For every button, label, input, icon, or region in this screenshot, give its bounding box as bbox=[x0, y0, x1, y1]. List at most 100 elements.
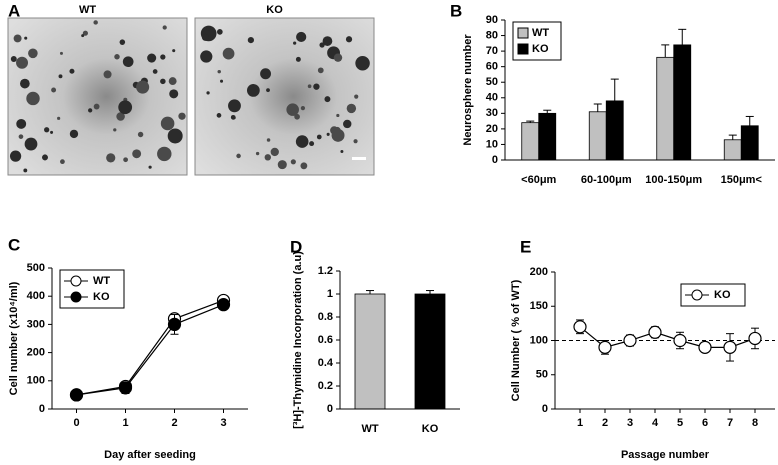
neurosphere bbox=[93, 103, 100, 110]
y-tick-label: 0 bbox=[39, 403, 45, 415]
x-tick-label: 1 bbox=[122, 417, 128, 429]
marker bbox=[598, 340, 612, 354]
neurosphere bbox=[16, 118, 27, 129]
neurosphere bbox=[266, 88, 270, 93]
micrograph bbox=[194, 17, 375, 176]
neurosphere bbox=[58, 74, 63, 79]
y-tick-label: 0.2 bbox=[318, 380, 333, 392]
y-tick-label: 90 bbox=[486, 14, 498, 26]
bar bbox=[656, 56, 675, 161]
x-tick-label: 3 bbox=[627, 417, 633, 429]
neurosphere bbox=[157, 146, 172, 162]
neurosphere bbox=[319, 42, 325, 48]
neurosphere bbox=[300, 106, 306, 111]
x-tick-label: KO bbox=[422, 423, 439, 435]
neurosphere bbox=[295, 56, 301, 62]
y-axis-label: [³H]-Thymidine Incorporation (a.u) bbox=[292, 251, 304, 429]
y-tick-label: 1 bbox=[327, 288, 333, 300]
y-tick-label: 500 bbox=[27, 262, 45, 274]
marker bbox=[118, 381, 133, 395]
y-tick-label: 30 bbox=[486, 107, 498, 119]
marker bbox=[623, 333, 637, 348]
legend-marker bbox=[691, 289, 703, 301]
neurosphere bbox=[313, 83, 320, 90]
neurosphere bbox=[178, 112, 186, 120]
neurosphere bbox=[169, 89, 179, 99]
neurosphere bbox=[333, 53, 343, 62]
marker bbox=[648, 325, 662, 339]
neurosphere bbox=[69, 129, 79, 139]
y-tick-label: 200 bbox=[530, 266, 548, 278]
x-tick-label: 150μm< bbox=[721, 174, 762, 186]
neurosphere bbox=[160, 54, 166, 60]
neurosphere bbox=[26, 91, 40, 106]
neurosphere bbox=[201, 33, 209, 41]
image-label: KO bbox=[266, 4, 283, 16]
neurosphere bbox=[132, 149, 142, 159]
neurosphere bbox=[200, 50, 213, 63]
x-tick-label: 6 bbox=[702, 417, 708, 429]
neurosphere bbox=[264, 154, 272, 161]
neurosphere bbox=[286, 103, 299, 116]
neurosphere bbox=[322, 36, 333, 46]
series-line bbox=[76, 299, 224, 396]
neurosphere bbox=[106, 153, 116, 163]
y-tick-label: 10 bbox=[486, 138, 498, 150]
y-tick-label: 150 bbox=[530, 300, 548, 312]
marker bbox=[673, 333, 687, 348]
y-tick-label: 0 bbox=[492, 154, 498, 166]
neurosphere bbox=[266, 138, 271, 142]
bar bbox=[588, 111, 607, 161]
x-tick-label: 2 bbox=[171, 417, 177, 429]
neurosphere bbox=[260, 68, 272, 80]
neurosphere bbox=[217, 29, 223, 35]
marker bbox=[69, 388, 84, 402]
neurosphere bbox=[10, 56, 17, 62]
neurosphere bbox=[13, 34, 22, 43]
y-tick-label: 0.4 bbox=[318, 357, 334, 369]
legend-marker bbox=[70, 275, 82, 287]
neurosphere bbox=[309, 141, 315, 147]
neurosphere bbox=[16, 56, 29, 69]
neurosphere bbox=[152, 69, 158, 74]
panel-label: A bbox=[8, 1, 20, 20]
neurosphere bbox=[295, 135, 309, 148]
bar bbox=[538, 112, 557, 161]
panel-label: D bbox=[290, 237, 302, 256]
legend-box bbox=[59, 269, 125, 309]
neurosphere bbox=[59, 51, 63, 55]
marker bbox=[216, 298, 231, 312]
neurosphere bbox=[232, 116, 236, 120]
series-line bbox=[76, 304, 224, 396]
y-axis-label: Neurosphere number bbox=[462, 34, 474, 146]
neurosphere bbox=[172, 49, 176, 53]
neurosphere bbox=[18, 134, 24, 139]
y-tick-label: 80 bbox=[486, 29, 498, 41]
x-tick-label: 4 bbox=[652, 417, 659, 429]
bar bbox=[354, 293, 386, 410]
x-tick-label: 2 bbox=[602, 417, 608, 429]
x-tick-label: 0 bbox=[73, 417, 79, 429]
y-tick-label: 40 bbox=[486, 92, 498, 104]
x-tick-label: 1 bbox=[577, 417, 583, 429]
y-tick-label: 0.6 bbox=[318, 334, 333, 346]
y-tick-label: 100 bbox=[530, 334, 548, 346]
legend-swatch bbox=[517, 27, 529, 39]
legend-label: KO bbox=[714, 289, 731, 301]
neurosphere bbox=[343, 119, 352, 129]
neurosphere bbox=[228, 99, 241, 113]
neurosphere bbox=[324, 96, 331, 103]
bar bbox=[521, 122, 540, 161]
neurosphere bbox=[41, 154, 48, 161]
neurosphere bbox=[300, 162, 308, 170]
neurosphere bbox=[167, 128, 183, 144]
neurosphere bbox=[136, 80, 150, 94]
neurosphere bbox=[122, 56, 134, 68]
neurosphere bbox=[222, 47, 235, 60]
neurosphere bbox=[336, 113, 340, 118]
neurosphere bbox=[162, 25, 167, 30]
neurosphere bbox=[118, 100, 133, 115]
panel-label: C bbox=[8, 235, 20, 254]
neurosphere bbox=[57, 116, 61, 120]
